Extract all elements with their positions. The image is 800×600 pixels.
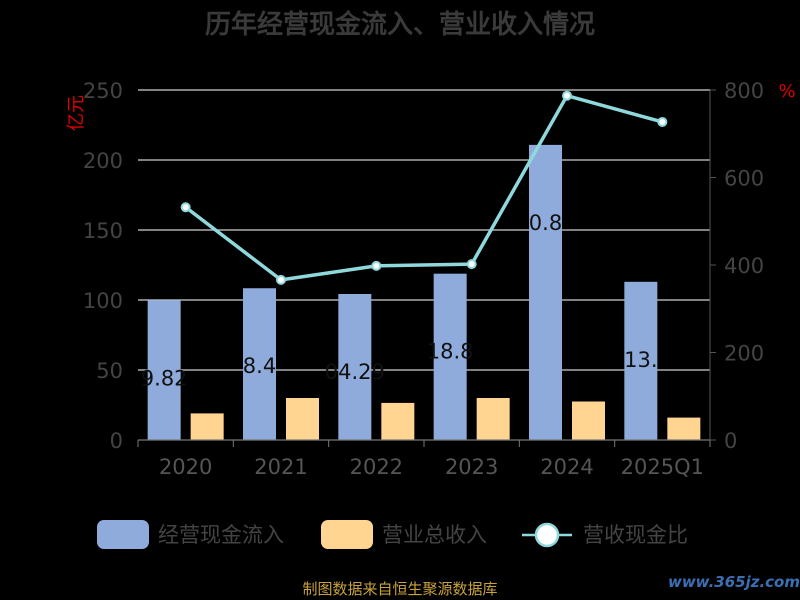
bars xyxy=(147,144,701,440)
y-left-tick-label: 200 xyxy=(83,149,123,173)
bar-revenue xyxy=(572,401,605,440)
bar-cash-inflow xyxy=(433,273,467,440)
bar-cash-inflow xyxy=(338,293,372,440)
x-tick-label: 2022 xyxy=(350,455,403,479)
x-tick-label: 2023 xyxy=(445,455,498,479)
y-right-tick-label: 600 xyxy=(724,167,764,191)
ratio-line xyxy=(180,90,668,285)
y-left-tick-label: 100 xyxy=(83,289,123,313)
x-tick-label: 2021 xyxy=(254,455,307,479)
y-left-tick-label: 150 xyxy=(83,219,123,243)
legend: 经营现金流入 营业总收入 营收现金比 xyxy=(97,520,688,549)
axes: 0 50 100 150 200 250 0 200 400 600 800 2020 2021 2022… xyxy=(83,79,764,479)
bar-cash-inflow xyxy=(147,300,181,440)
bar-data-label: 9.82 xyxy=(141,366,188,390)
data-labels: 9.82 8.4 04.29 18.8 0.8 13. xyxy=(141,211,658,390)
ratio-point xyxy=(180,202,191,213)
ratio-point xyxy=(562,90,572,101)
gridlines xyxy=(138,89,710,371)
y-right-tick-label: 200 xyxy=(724,342,764,366)
y-right-tick-label: 800 xyxy=(724,79,764,103)
legend-label-ratio: 营收现金比 xyxy=(583,523,688,547)
ratio-line-path xyxy=(184,93,663,282)
bar-data-label: 0.8 xyxy=(529,211,562,235)
bar-revenue xyxy=(286,398,319,440)
x-tick-label: 2020 xyxy=(159,455,212,479)
ratio-point xyxy=(276,274,286,285)
y-left-unit: 亿元 xyxy=(66,95,87,131)
bar-cash-inflow xyxy=(624,281,658,440)
chart-title: 历年经营现金流入、营业收入情况 xyxy=(205,9,595,40)
watermark: www.365jz.com xyxy=(668,573,800,591)
y-left-tick-label: 50 xyxy=(96,359,123,383)
ratio-point xyxy=(657,116,668,127)
bar-revenue xyxy=(667,417,701,440)
legend-swatch-cash-inflow xyxy=(97,520,149,549)
source-note: 制图数据来自恒生聚源数据库 xyxy=(302,580,497,598)
x-tick-label: 2025Q1 xyxy=(621,455,704,479)
bar-revenue xyxy=(476,398,510,440)
bar-cash-inflow xyxy=(529,144,562,440)
y-right-tick-label: 400 xyxy=(724,254,764,278)
bar-revenue xyxy=(381,402,415,440)
y-right-unit: % xyxy=(778,81,795,102)
bar-data-label: 18.8 xyxy=(427,340,474,364)
ratio-point xyxy=(371,260,382,271)
y-right-tick-label: 0 xyxy=(724,429,737,453)
bar-cash-inflow xyxy=(243,288,276,440)
bar-data-label: 13. xyxy=(624,348,657,372)
bar-data-label: 04.29 xyxy=(325,360,385,384)
y-left-tick-label: 0 xyxy=(110,429,123,453)
legend-label-cash-inflow: 经营现金流入 xyxy=(158,523,284,547)
legend-swatch-revenue xyxy=(321,520,373,549)
legend-swatch-ratio-point xyxy=(534,522,560,548)
legend-label-revenue: 营业总收入 xyxy=(382,523,487,547)
ratio-point xyxy=(466,259,477,270)
x-tick-label: 2024 xyxy=(540,455,593,479)
bar-revenue xyxy=(190,413,224,440)
y-left-tick-label: 250 xyxy=(83,79,123,103)
bar-data-label: 8.4 xyxy=(243,354,276,378)
